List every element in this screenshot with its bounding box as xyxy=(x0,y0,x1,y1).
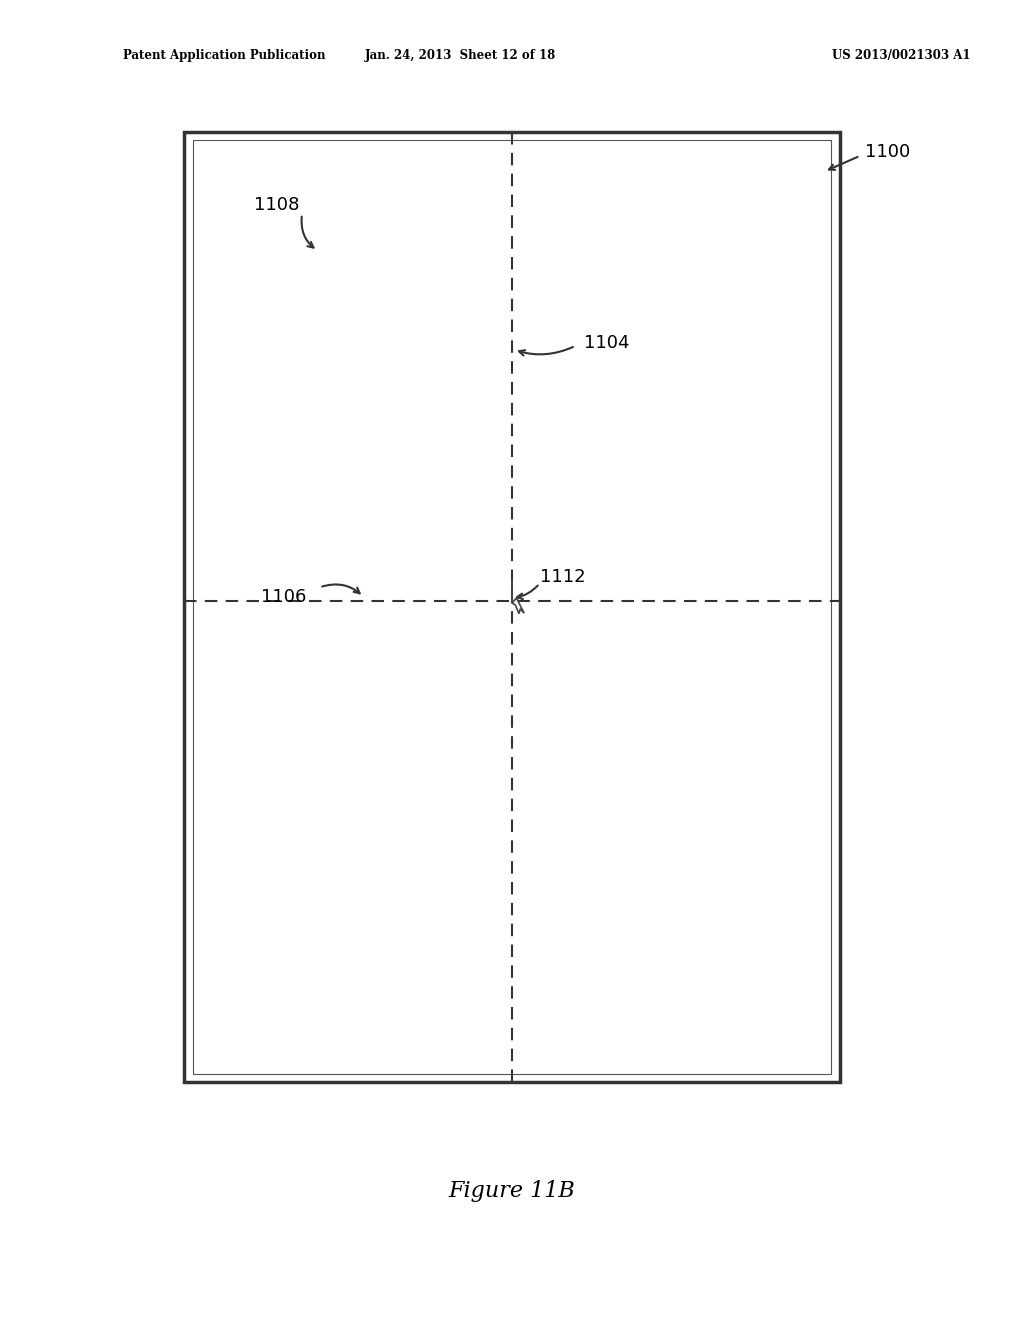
Text: Jan. 24, 2013  Sheet 12 of 18: Jan. 24, 2013 Sheet 12 of 18 xyxy=(366,49,556,62)
Text: US 2013/0021303 A1: US 2013/0021303 A1 xyxy=(831,49,971,62)
Text: 1108: 1108 xyxy=(254,195,299,214)
Text: 1100: 1100 xyxy=(865,143,910,161)
Polygon shape xyxy=(512,581,524,614)
Text: 1112: 1112 xyxy=(540,568,586,586)
Text: Figure 11B: Figure 11B xyxy=(449,1180,575,1201)
Text: Patent Application Publication: Patent Application Publication xyxy=(123,49,326,62)
Text: 1104: 1104 xyxy=(584,334,629,352)
Text: 1106: 1106 xyxy=(261,587,306,606)
FancyBboxPatch shape xyxy=(184,132,840,1082)
